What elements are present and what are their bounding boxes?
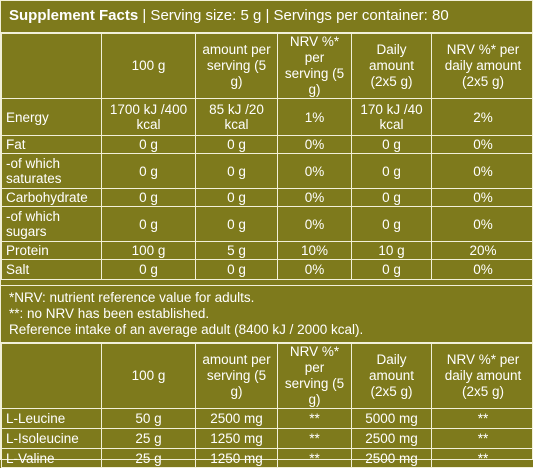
table-cell: 0% (278, 154, 352, 189)
table-cell: 2500 mg (196, 409, 278, 429)
table-cell: 5 g (196, 242, 278, 260)
header-cell (2, 34, 102, 99)
table-cell: 5000 mg (352, 409, 432, 429)
table-cell: ** (432, 429, 533, 449)
table-cell: ** (278, 449, 352, 468)
table-cell: 0% (432, 260, 533, 280)
table-cell: 20% (432, 242, 533, 260)
table-cell: ** (432, 409, 533, 429)
table-cell: 0 g (352, 260, 432, 280)
table-cell: 50 g (102, 409, 196, 429)
table-cell: ** (278, 429, 352, 449)
header-cell: NRV %* per daily amount (2x5 g) (432, 344, 533, 409)
table-cell: 0 g (102, 154, 196, 189)
table-cell: 0 g (102, 207, 196, 242)
footnote: Reference intake of an average adult (84… (9, 322, 526, 338)
table-row: Salt 0 g 0 g 0% 0 g 0% (2, 260, 533, 280)
row-label: -of which saturates (2, 154, 102, 189)
table-cell: 0 g (196, 136, 278, 154)
title-main: Supplement Facts (9, 7, 138, 24)
amino-header-row: 100 g amount per serving (5 g) NRV %* pe… (2, 344, 533, 409)
table-cell: 0 g (102, 260, 196, 280)
footnotes: *NRV: nutrient reference value for adult… (1, 285, 533, 343)
table-cell: 0 g (196, 260, 278, 280)
table-cell: 25 g (102, 429, 196, 449)
table-cell: 2% (432, 99, 533, 136)
header-cell: NRV %* per serving (5 g) (278, 344, 352, 409)
table-cell: ** (278, 409, 352, 429)
table-cell: 0 g (352, 136, 432, 154)
table-cell: 0% (432, 154, 533, 189)
table-cell: 1250 mg (196, 449, 278, 468)
row-label: L-Isoleucine (2, 429, 102, 449)
serving-info: | Serving size: 5 g | Servings per conta… (138, 7, 448, 24)
row-label: Energy (2, 99, 102, 136)
table-cell: 0 g (102, 136, 196, 154)
table-row: Carbohydrate 0 g 0 g 0% 0 g 0% (2, 189, 533, 207)
row-label: L-Leucine (2, 409, 102, 429)
table-cell: 10% (278, 242, 352, 260)
nutrition-table: 100 g amount per serving (5 g) NRV %* pe… (1, 33, 533, 280)
table-cell: 0% (432, 136, 533, 154)
table-cell: 0 g (196, 207, 278, 242)
table-cell: ** (432, 449, 533, 468)
row-label: Carbohydrate (2, 189, 102, 207)
table-cell: 10 g (352, 242, 432, 260)
header-cell: 100 g (102, 344, 196, 409)
table-cell: 100 g (102, 242, 196, 260)
table-cell: 1250 mg (196, 429, 278, 449)
table-row: Protein 100 g 5 g 10% 10 g 20% (2, 242, 533, 260)
table-cell: 0 g (352, 154, 432, 189)
table-cell: 0 g (196, 189, 278, 207)
footnote: **: no NRV has been established. (9, 306, 526, 322)
footnote: *NRV: nutrient reference value for adult… (9, 290, 526, 306)
header-cell: amount per serving (5 g) (196, 344, 278, 409)
table-row: Fat 0 g 0 g 0% 0 g 0% (2, 136, 533, 154)
table-cell: 0 g (102, 189, 196, 207)
table-cell: 1% (278, 99, 352, 136)
table-cell: 0 g (352, 207, 432, 242)
table-row: L-Leucine 50 g 2500 mg ** 5000 mg ** (2, 409, 533, 429)
header-cell: Daily amount (2x5 g) (352, 344, 432, 409)
table-cell: 0% (278, 189, 352, 207)
table-row: Energy 1700 kJ /400 kcal 85 kJ /20 kcal … (2, 99, 533, 136)
row-label: Protein (2, 242, 102, 260)
table-cell: 0% (278, 260, 352, 280)
header-cell: NRV %* per daily amount (2x5 g) (432, 34, 533, 99)
table-cell: 170 kJ /40 kcal (352, 99, 432, 136)
amino-acid-table: 100 g amount per serving (5 g) NRV %* pe… (1, 343, 533, 468)
row-label: L-Valine (2, 449, 102, 468)
table-cell: 2500 mg (352, 449, 432, 468)
table-cell: 0% (432, 189, 533, 207)
table-cell: 0% (432, 207, 533, 242)
table-row: -of which saturates 0 g 0 g 0% 0 g 0% (2, 154, 533, 189)
table-cell: 0 g (196, 154, 278, 189)
title-bar: Supplement Facts | Serving size: 5 g | S… (1, 1, 533, 33)
table-cell: 85 kJ /20 kcal (196, 99, 278, 136)
header-cell: 100 g (102, 34, 196, 99)
table-cell: 0 g (352, 189, 432, 207)
table-row: -of which sugars 0 g 0 g 0% 0 g 0% (2, 207, 533, 242)
header-cell (2, 344, 102, 409)
row-label: -of which sugars (2, 207, 102, 242)
table-cell: 0% (278, 207, 352, 242)
header-cell: NRV %* per serving (5 g) (278, 34, 352, 99)
nutrition-header-row: 100 g amount per serving (5 g) NRV %* pe… (2, 34, 533, 99)
table-row: L-Valine 25 g 1250 mg ** 2500 mg ** (2, 449, 533, 468)
table-cell: 1700 kJ /400 kcal (102, 99, 196, 136)
header-cell: Daily amount (2x5 g) (352, 34, 432, 99)
row-label: Salt (2, 260, 102, 280)
table-row: L-Isoleucine 25 g 1250 mg ** 2500 mg ** (2, 429, 533, 449)
row-label: Fat (2, 136, 102, 154)
header-cell: amount per serving (5 g) (196, 34, 278, 99)
table-cell: 2500 mg (352, 429, 432, 449)
table-cell: 25 g (102, 449, 196, 468)
table-cell: 0% (278, 136, 352, 154)
